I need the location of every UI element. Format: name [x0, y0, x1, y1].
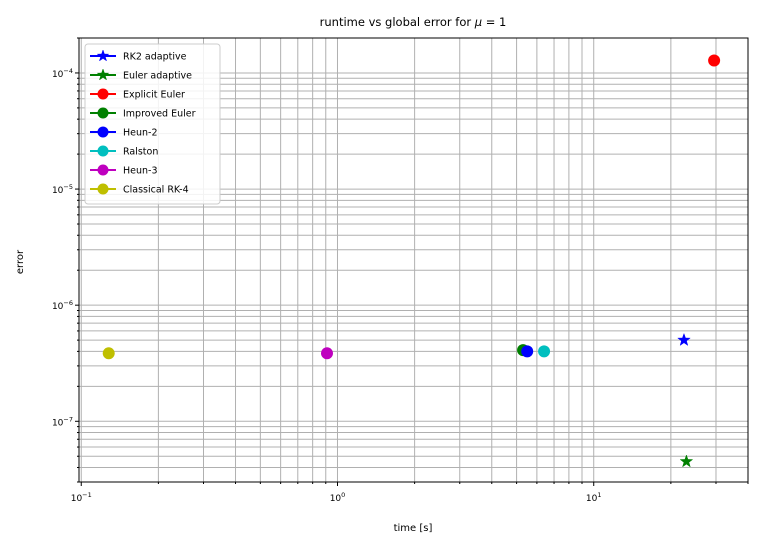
legend-label: RK2 adaptive	[123, 52, 187, 63]
axis-ticks: 10−1 100 101 10−7 10−6 10−5 10−4	[52, 37, 749, 504]
chart-title-text: runtime vs global error for	[320, 15, 472, 29]
legend-entry: Ralston	[90, 145, 158, 158]
legend-label: Classical RK-4	[123, 185, 189, 196]
data-point-star	[677, 332, 691, 347]
plot-frame	[78, 37, 749, 483]
legend-label: Heun-2	[123, 128, 158, 139]
chart-title-suffix: = 1	[482, 15, 506, 29]
legend-entry: Euler adaptive	[90, 68, 192, 82]
y-tick-label: 10−6	[52, 299, 73, 312]
legend-label: Ralston	[123, 147, 158, 158]
data-point-circle	[538, 345, 551, 358]
legend-entry: Explicit Euler	[90, 88, 185, 101]
legend-entry: Heun-2	[90, 126, 158, 139]
legend-label: Heun-3	[123, 166, 158, 177]
legend-entry: Classical RK-4	[90, 183, 189, 196]
legend-entry: Improved Euler	[90, 107, 196, 120]
y-tick-label: 10−4	[52, 67, 73, 80]
data-points	[102, 54, 721, 468]
legend-star-marker	[96, 49, 110, 62]
legend-entry: RK2 adaptive	[90, 49, 187, 63]
x-tick-label: 101	[586, 491, 602, 504]
legend-entry: Heun-3	[90, 164, 158, 177]
y-tick-label: 10−5	[52, 183, 73, 196]
y-tick-label: 10−7	[52, 415, 73, 428]
data-point-circle	[320, 347, 333, 360]
legend-circle-marker	[97, 145, 109, 157]
legend: RK2 adaptive Euler adaptive Explicit Euler…	[84, 43, 221, 205]
data-point-circle	[102, 347, 115, 360]
legend-label: Euler adaptive	[123, 71, 192, 82]
legend-circle-marker	[97, 164, 109, 176]
legend-circle-marker	[97, 88, 109, 100]
y-axis-label: error	[15, 249, 26, 274]
x-axis-label: time [s]	[394, 523, 433, 534]
legend-circle-marker	[97, 126, 109, 138]
data-point-circle	[708, 54, 721, 67]
data-point-star	[679, 454, 694, 468]
chart-title: runtime vs global error for μ = 1	[320, 15, 507, 29]
legend-label: Explicit Euler	[123, 90, 185, 101]
data-point-circle	[521, 345, 534, 358]
legend-label: Improved Euler	[123, 109, 196, 120]
legend-circle-marker	[97, 107, 109, 119]
chart-title-mu: μ	[474, 15, 482, 29]
legend-star-marker	[96, 68, 110, 81]
legend-box	[84, 43, 221, 205]
legend-circle-marker	[97, 183, 109, 195]
x-tick-label: 10−1	[71, 491, 92, 504]
x-tick-label: 100	[330, 491, 346, 504]
